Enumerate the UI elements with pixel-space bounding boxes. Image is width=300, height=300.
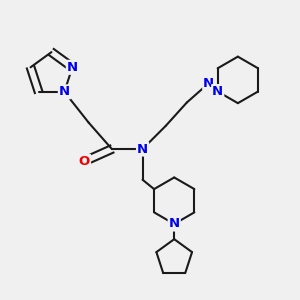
Text: N: N <box>212 85 223 98</box>
Text: N: N <box>137 142 148 155</box>
Text: O: O <box>79 155 90 168</box>
Text: N: N <box>67 61 78 74</box>
Text: N: N <box>169 218 180 230</box>
Text: N: N <box>203 76 214 90</box>
Text: N: N <box>59 85 70 98</box>
